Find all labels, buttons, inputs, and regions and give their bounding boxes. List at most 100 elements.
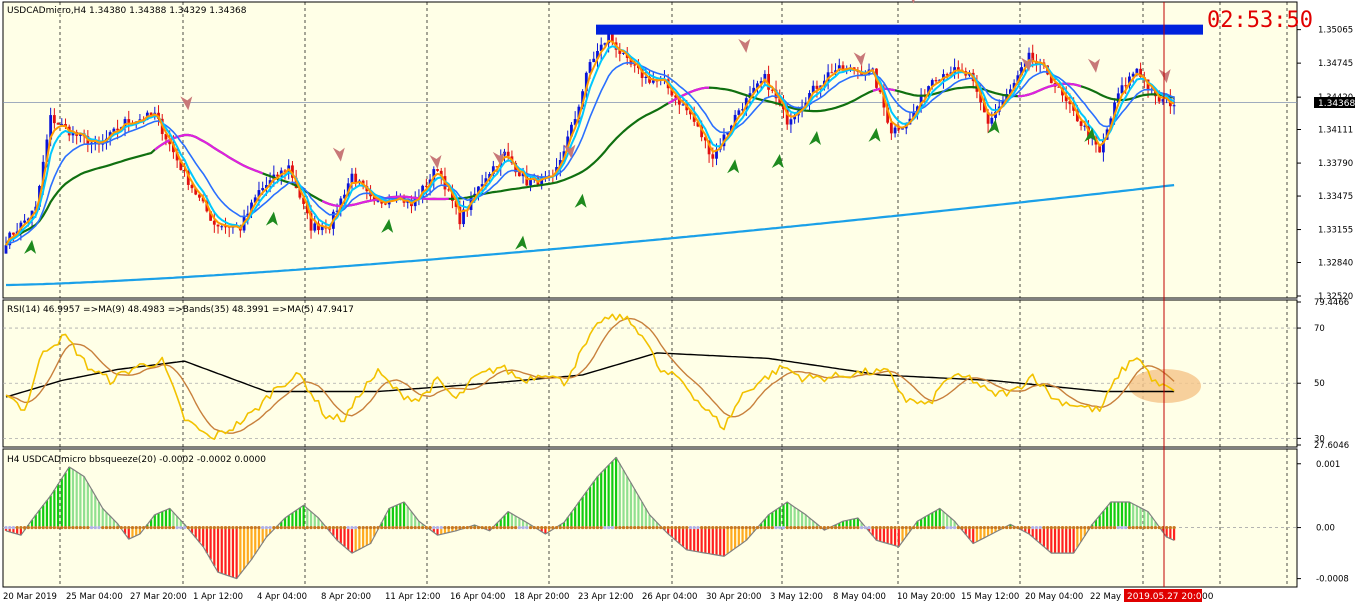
- bb-squeeze-dot: [610, 525, 614, 530]
- bb-squeeze-dot: [335, 525, 339, 530]
- bb-squeeze-dot: [1038, 525, 1042, 530]
- bull-candle: [123, 119, 127, 128]
- bull-candle: [339, 198, 343, 211]
- time-tick-label: 27 Mar 20:00: [130, 592, 187, 602]
- bb-squeeze-dot: [197, 525, 202, 530]
- bb-squeeze-dot: [488, 525, 492, 530]
- time-tick-label: 20 Mar 2019: [3, 592, 57, 602]
- buy-arrow-marker: [574, 193, 587, 208]
- buy-arrow-marker: [265, 211, 278, 226]
- bb-squeeze-dot: [874, 525, 879, 530]
- bb-squeeze-dot: [822, 525, 827, 530]
- bear-candle: [618, 49, 622, 54]
- buy-arrow-marker: [24, 239, 37, 254]
- bb-squeeze-dot: [383, 525, 388, 530]
- bear-candle: [1124, 85, 1128, 87]
- bb-squeeze-dot: [264, 525, 268, 530]
- bull-candle: [220, 226, 224, 228]
- bb-squeeze-dot: [324, 525, 328, 530]
- bb-squeeze-dot: [205, 525, 209, 530]
- rsi-tick-label: 27.6046: [1314, 441, 1349, 451]
- bb-squeeze-dot: [770, 525, 774, 530]
- bb-squeeze-dot: [368, 525, 373, 530]
- price-tick-label: 1.34745: [1318, 59, 1353, 69]
- bb-squeeze-dot: [123, 525, 127, 530]
- bb-squeeze-dot: [945, 525, 949, 530]
- bb-squeeze-dot: [685, 525, 689, 530]
- bb-squeeze-dot: [774, 525, 778, 530]
- bear-candle: [302, 197, 305, 204]
- bb-squeeze-dot: [930, 525, 934, 530]
- vertical-grid: [59, 2, 1288, 587]
- bb-squeeze-dot: [63, 525, 68, 530]
- bb-squeeze-dot: [313, 525, 317, 530]
- current-time-label: 2019.05.27 20:00: [1127, 592, 1208, 602]
- bear-candle: [711, 154, 715, 159]
- bb-squeeze-dot: [179, 525, 183, 530]
- bb-squeeze-dot: [298, 525, 302, 530]
- bear-candle: [841, 65, 845, 71]
- bb-squeeze-dot: [119, 525, 123, 530]
- bb-squeeze-dot: [908, 525, 912, 530]
- bear-candle: [982, 102, 986, 113]
- bear-candle: [454, 200, 458, 207]
- bear-candle: [633, 64, 637, 66]
- bb-squeeze-dot: [949, 525, 953, 530]
- bb-squeeze-dot: [305, 525, 309, 530]
- bb-squeeze-dot: [990, 525, 994, 530]
- bear-candle: [186, 170, 190, 185]
- bb-squeeze-dot: [971, 525, 975, 530]
- bear-candle: [198, 194, 201, 198]
- bb-squeeze-dot: [967, 525, 972, 530]
- bull-candle: [257, 190, 261, 198]
- bull-candle: [811, 85, 815, 94]
- bb-squeeze-dot: [175, 525, 179, 530]
- bear-candle: [889, 122, 893, 134]
- bb-squeeze-dot: [919, 525, 923, 530]
- bull-candle: [756, 83, 759, 88]
- ema-orange-line: [5, 39, 1175, 246]
- bb-squeeze-dot: [130, 525, 135, 530]
- bear-candle: [179, 160, 183, 171]
- bb-squeeze-dot: [212, 525, 216, 530]
- time-tick-label: 26 Apr 04:00: [642, 592, 697, 602]
- bb-squeeze-dot: [443, 525, 447, 530]
- bull-candle: [1135, 68, 1139, 74]
- bb-squeeze-dot: [1168, 525, 1172, 530]
- bb-squeeze-dot: [960, 525, 964, 530]
- bb-squeeze-dot: [387, 525, 391, 530]
- time-tick-label: 3 May 12:00: [770, 592, 823, 602]
- bb-squeeze-dot: [588, 525, 592, 530]
- bb-squeeze-dot: [837, 525, 841, 530]
- bull-candle: [681, 104, 685, 106]
- sell-arrow-marker: [1087, 58, 1100, 73]
- bull-candle: [577, 106, 581, 120]
- bb-squeeze-dot: [651, 525, 655, 530]
- bear-candle: [149, 112, 153, 116]
- bull-candle: [1016, 75, 1020, 83]
- bb-squeeze-dot: [584, 525, 588, 530]
- bull-candle: [503, 151, 506, 156]
- bb-squeeze-dot: [826, 525, 830, 530]
- bb-squeeze-dot: [376, 525, 380, 530]
- buy-arrow-marker: [727, 159, 740, 174]
- bb-squeeze-dot: [499, 525, 503, 530]
- bb-squeeze-dot: [93, 525, 97, 530]
- bull-candle: [737, 110, 741, 115]
- bb-squeeze-dot: [655, 525, 659, 530]
- resistance-bar: [596, 24, 1203, 35]
- bb-squeeze-dot: [1146, 525, 1150, 530]
- time-tick-label: 23 Apr 12:00: [578, 592, 633, 602]
- bb-squeeze-dot: [982, 525, 986, 530]
- bb-squeeze-dot: [476, 525, 481, 530]
- bull-candle: [1020, 67, 1023, 76]
- bear-candle: [1075, 110, 1079, 122]
- bb-squeeze-dot: [666, 525, 670, 530]
- bb-squeeze-dot: [75, 525, 79, 530]
- bull-candle: [570, 124, 573, 137]
- bb-squeeze-dot: [659, 525, 663, 530]
- bb-squeeze-dot: [759, 525, 763, 530]
- bull-candle: [320, 226, 324, 231]
- bb-squeeze-dot: [465, 525, 469, 530]
- bb-squeeze-dot: [402, 525, 406, 530]
